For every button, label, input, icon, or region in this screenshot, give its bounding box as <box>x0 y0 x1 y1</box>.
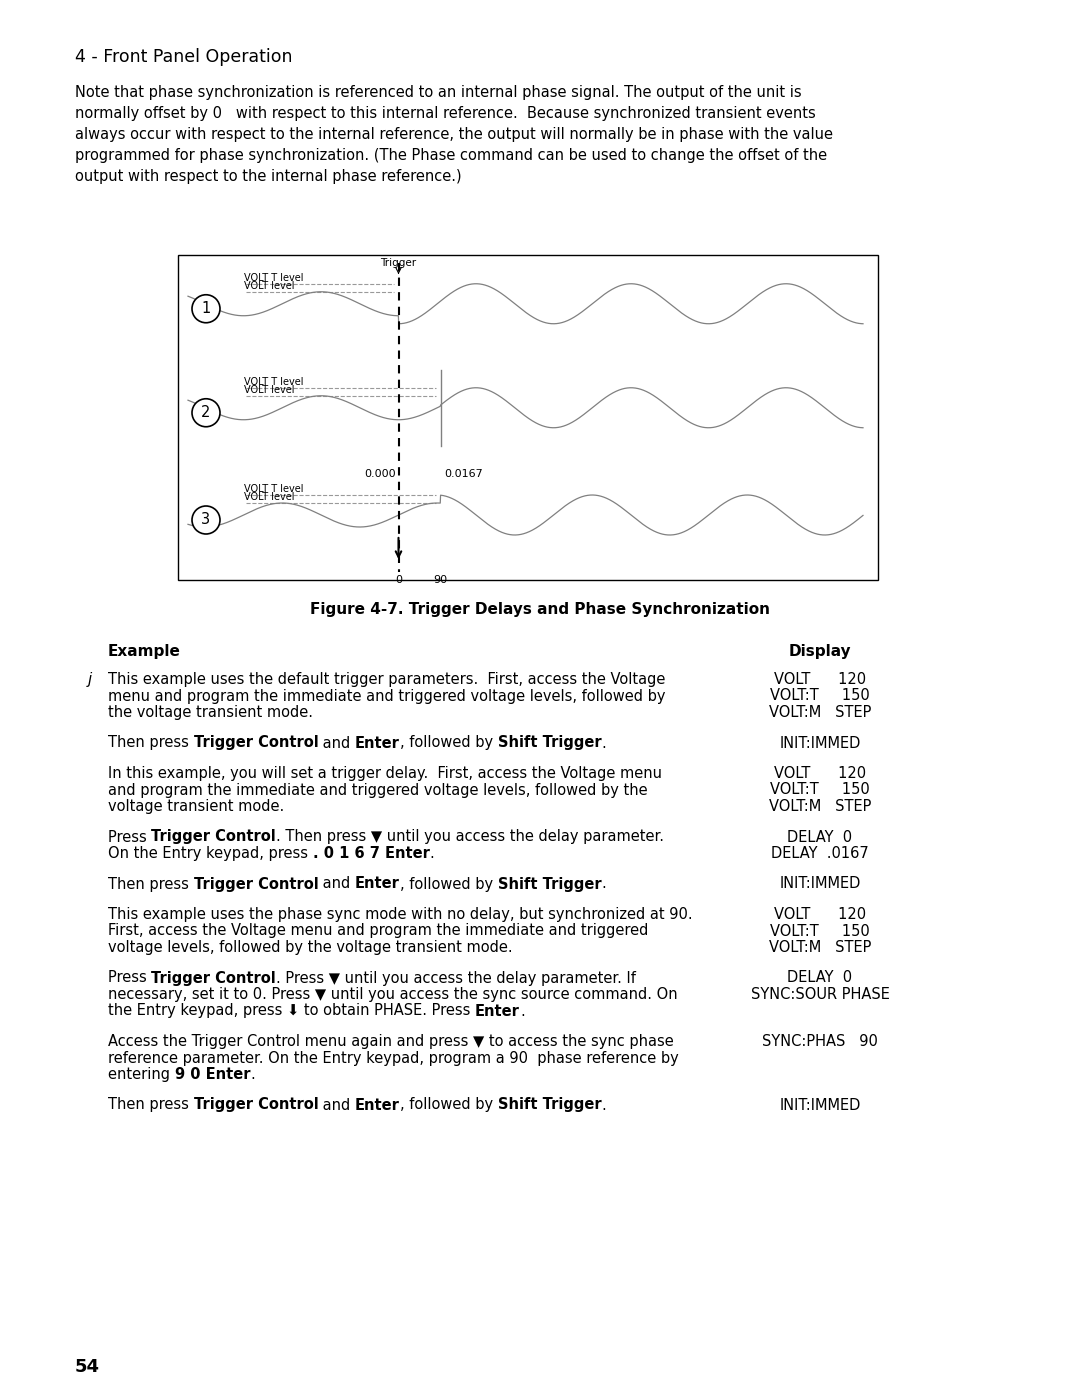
Text: .: . <box>602 1098 606 1112</box>
Text: and: and <box>319 876 355 891</box>
Text: and program the immediate and triggered voltage levels, followed by the: and program the immediate and triggered … <box>108 782 648 798</box>
Text: Press: Press <box>108 971 151 985</box>
Text: VOLT level: VOLT level <box>244 281 295 291</box>
Text: voltage levels, followed by the voltage transient mode.: voltage levels, followed by the voltage … <box>108 940 513 956</box>
Text: Shift Trigger: Shift Trigger <box>498 735 602 750</box>
Text: Example: Example <box>108 644 180 659</box>
Text: Enter: Enter <box>475 1003 519 1018</box>
Text: 4 - Front Panel Operation: 4 - Front Panel Operation <box>75 47 293 66</box>
Text: DELAY  0: DELAY 0 <box>787 971 852 985</box>
Text: entering: entering <box>108 1067 175 1083</box>
Text: VOLT T level: VOLT T level <box>244 377 303 387</box>
Text: Enter: Enter <box>355 1098 400 1112</box>
Text: 3: 3 <box>202 513 211 528</box>
Text: INIT:IMMED: INIT:IMMED <box>780 876 861 891</box>
Text: the Entry keypad, press ⬇ to obtain PHASE. Press: the Entry keypad, press ⬇ to obtain PHAS… <box>108 1003 475 1018</box>
Text: VOLT:T     150: VOLT:T 150 <box>770 689 869 704</box>
Text: On the Entry keypad, press: On the Entry keypad, press <box>108 847 312 861</box>
Text: VOLT      120: VOLT 120 <box>774 766 866 781</box>
Text: SYNC:SOUR PHASE: SYNC:SOUR PHASE <box>751 988 890 1002</box>
Text: Press: Press <box>108 830 151 845</box>
Text: VOLT      120: VOLT 120 <box>774 672 866 687</box>
Circle shape <box>192 295 220 323</box>
Text: Shift Trigger: Shift Trigger <box>498 876 602 891</box>
Text: and: and <box>319 1098 355 1112</box>
Text: 54: 54 <box>75 1358 100 1376</box>
Text: This example uses the default trigger parameters.  First, access the Voltage: This example uses the default trigger pa… <box>108 672 665 687</box>
Text: VOLT T level: VOLT T level <box>244 272 303 282</box>
Text: Then press: Then press <box>108 1098 193 1112</box>
Circle shape <box>192 506 220 534</box>
Text: INIT:IMMED: INIT:IMMED <box>780 1098 861 1112</box>
Text: j: j <box>87 672 92 687</box>
Text: Access the Trigger Control menu again and press ▼ to access the sync phase: Access the Trigger Control menu again an… <box>108 1034 674 1049</box>
Text: normally offset by 0   with respect to this internal reference.  Because synchro: normally offset by 0 with respect to thi… <box>75 106 815 122</box>
Text: menu and program the immediate and triggered voltage levels, followed by: menu and program the immediate and trigg… <box>108 689 665 704</box>
Text: .: . <box>602 876 606 891</box>
Text: VOLT:M   STEP: VOLT:M STEP <box>769 705 872 719</box>
Text: Figure 4-7. Trigger Delays and Phase Synchronization: Figure 4-7. Trigger Delays and Phase Syn… <box>310 602 770 617</box>
Circle shape <box>192 398 220 426</box>
Text: 0: 0 <box>395 576 402 585</box>
Bar <box>178 256 878 580</box>
Text: Enter: Enter <box>355 876 400 891</box>
Text: VOLT:T     150: VOLT:T 150 <box>770 782 869 798</box>
Text: , followed by: , followed by <box>400 735 498 750</box>
Text: 2: 2 <box>201 405 211 420</box>
Text: Trigger Control: Trigger Control <box>151 971 276 985</box>
Text: DELAY  .0167: DELAY .0167 <box>771 847 869 861</box>
Text: Then press: Then press <box>108 876 193 891</box>
Text: 9 0 Enter: 9 0 Enter <box>175 1067 251 1083</box>
Text: INIT:IMMED: INIT:IMMED <box>780 735 861 750</box>
Text: 90: 90 <box>433 576 447 585</box>
Text: always occur with respect to the internal reference, the output will normally be: always occur with respect to the interna… <box>75 127 833 142</box>
Text: Then press: Then press <box>108 735 193 750</box>
Text: Trigger Control: Trigger Control <box>193 876 319 891</box>
Text: Trigger Control: Trigger Control <box>193 735 319 750</box>
Text: VOLT      120: VOLT 120 <box>774 907 866 922</box>
Text: the voltage transient mode.: the voltage transient mode. <box>108 705 313 719</box>
Text: Trigger Control: Trigger Control <box>193 1098 319 1112</box>
Text: and: and <box>319 735 355 750</box>
Text: 0.000: 0.000 <box>364 469 395 479</box>
Text: VOLT T level: VOLT T level <box>244 483 303 495</box>
Text: , followed by: , followed by <box>400 876 498 891</box>
Text: Shift Trigger: Shift Trigger <box>498 1098 602 1112</box>
Text: .: . <box>519 1003 525 1018</box>
Text: 1: 1 <box>201 302 211 316</box>
Text: .: . <box>430 847 434 861</box>
Text: First, access the Voltage menu and program the immediate and triggered: First, access the Voltage menu and progr… <box>108 923 648 939</box>
Text: In this example, you will set a trigger delay.  First, access the Voltage menu: In this example, you will set a trigger … <box>108 766 662 781</box>
Text: voltage transient mode.: voltage transient mode. <box>108 799 284 814</box>
Text: Enter: Enter <box>355 735 400 750</box>
Text: Trigger: Trigger <box>380 258 417 268</box>
Text: , followed by: , followed by <box>400 1098 498 1112</box>
Text: necessary, set it to 0. Press ▼ until you access the sync source command. On: necessary, set it to 0. Press ▼ until yo… <box>108 988 677 1002</box>
Text: VOLT:T     150: VOLT:T 150 <box>770 923 869 939</box>
Text: VOLT level: VOLT level <box>244 384 295 395</box>
Text: Display: Display <box>788 644 851 659</box>
Text: Trigger Control: Trigger Control <box>151 830 276 845</box>
Text: . 0 1 6 7 Enter: . 0 1 6 7 Enter <box>312 847 430 861</box>
Text: 0.0167: 0.0167 <box>445 469 483 479</box>
Text: . Press ▼ until you access the delay parameter. If: . Press ▼ until you access the delay par… <box>276 971 636 985</box>
Text: . Then press ▼ until you access the delay parameter.: . Then press ▼ until you access the dela… <box>276 830 664 845</box>
Text: Note that phase synchronization is referenced to an internal phase signal. The o: Note that phase synchronization is refer… <box>75 85 801 101</box>
Text: This example uses the phase sync mode with no delay, but synchronized at 90.: This example uses the phase sync mode wi… <box>108 907 692 922</box>
Text: VOLT level: VOLT level <box>244 492 295 502</box>
Text: .: . <box>602 735 606 750</box>
Text: VOLT:M   STEP: VOLT:M STEP <box>769 799 872 814</box>
Text: .: . <box>251 1067 255 1083</box>
Text: output with respect to the internal phase reference.): output with respect to the internal phas… <box>75 169 461 184</box>
Text: SYNC:PHAS   90: SYNC:PHAS 90 <box>762 1034 878 1049</box>
Text: reference parameter. On the Entry keypad, program a 90  phase reference by: reference parameter. On the Entry keypad… <box>108 1051 678 1066</box>
Text: programmed for phase synchronization. (The Phase command can be used to change t: programmed for phase synchronization. (T… <box>75 148 827 163</box>
Text: DELAY  0: DELAY 0 <box>787 830 852 845</box>
Text: VOLT:M   STEP: VOLT:M STEP <box>769 940 872 956</box>
